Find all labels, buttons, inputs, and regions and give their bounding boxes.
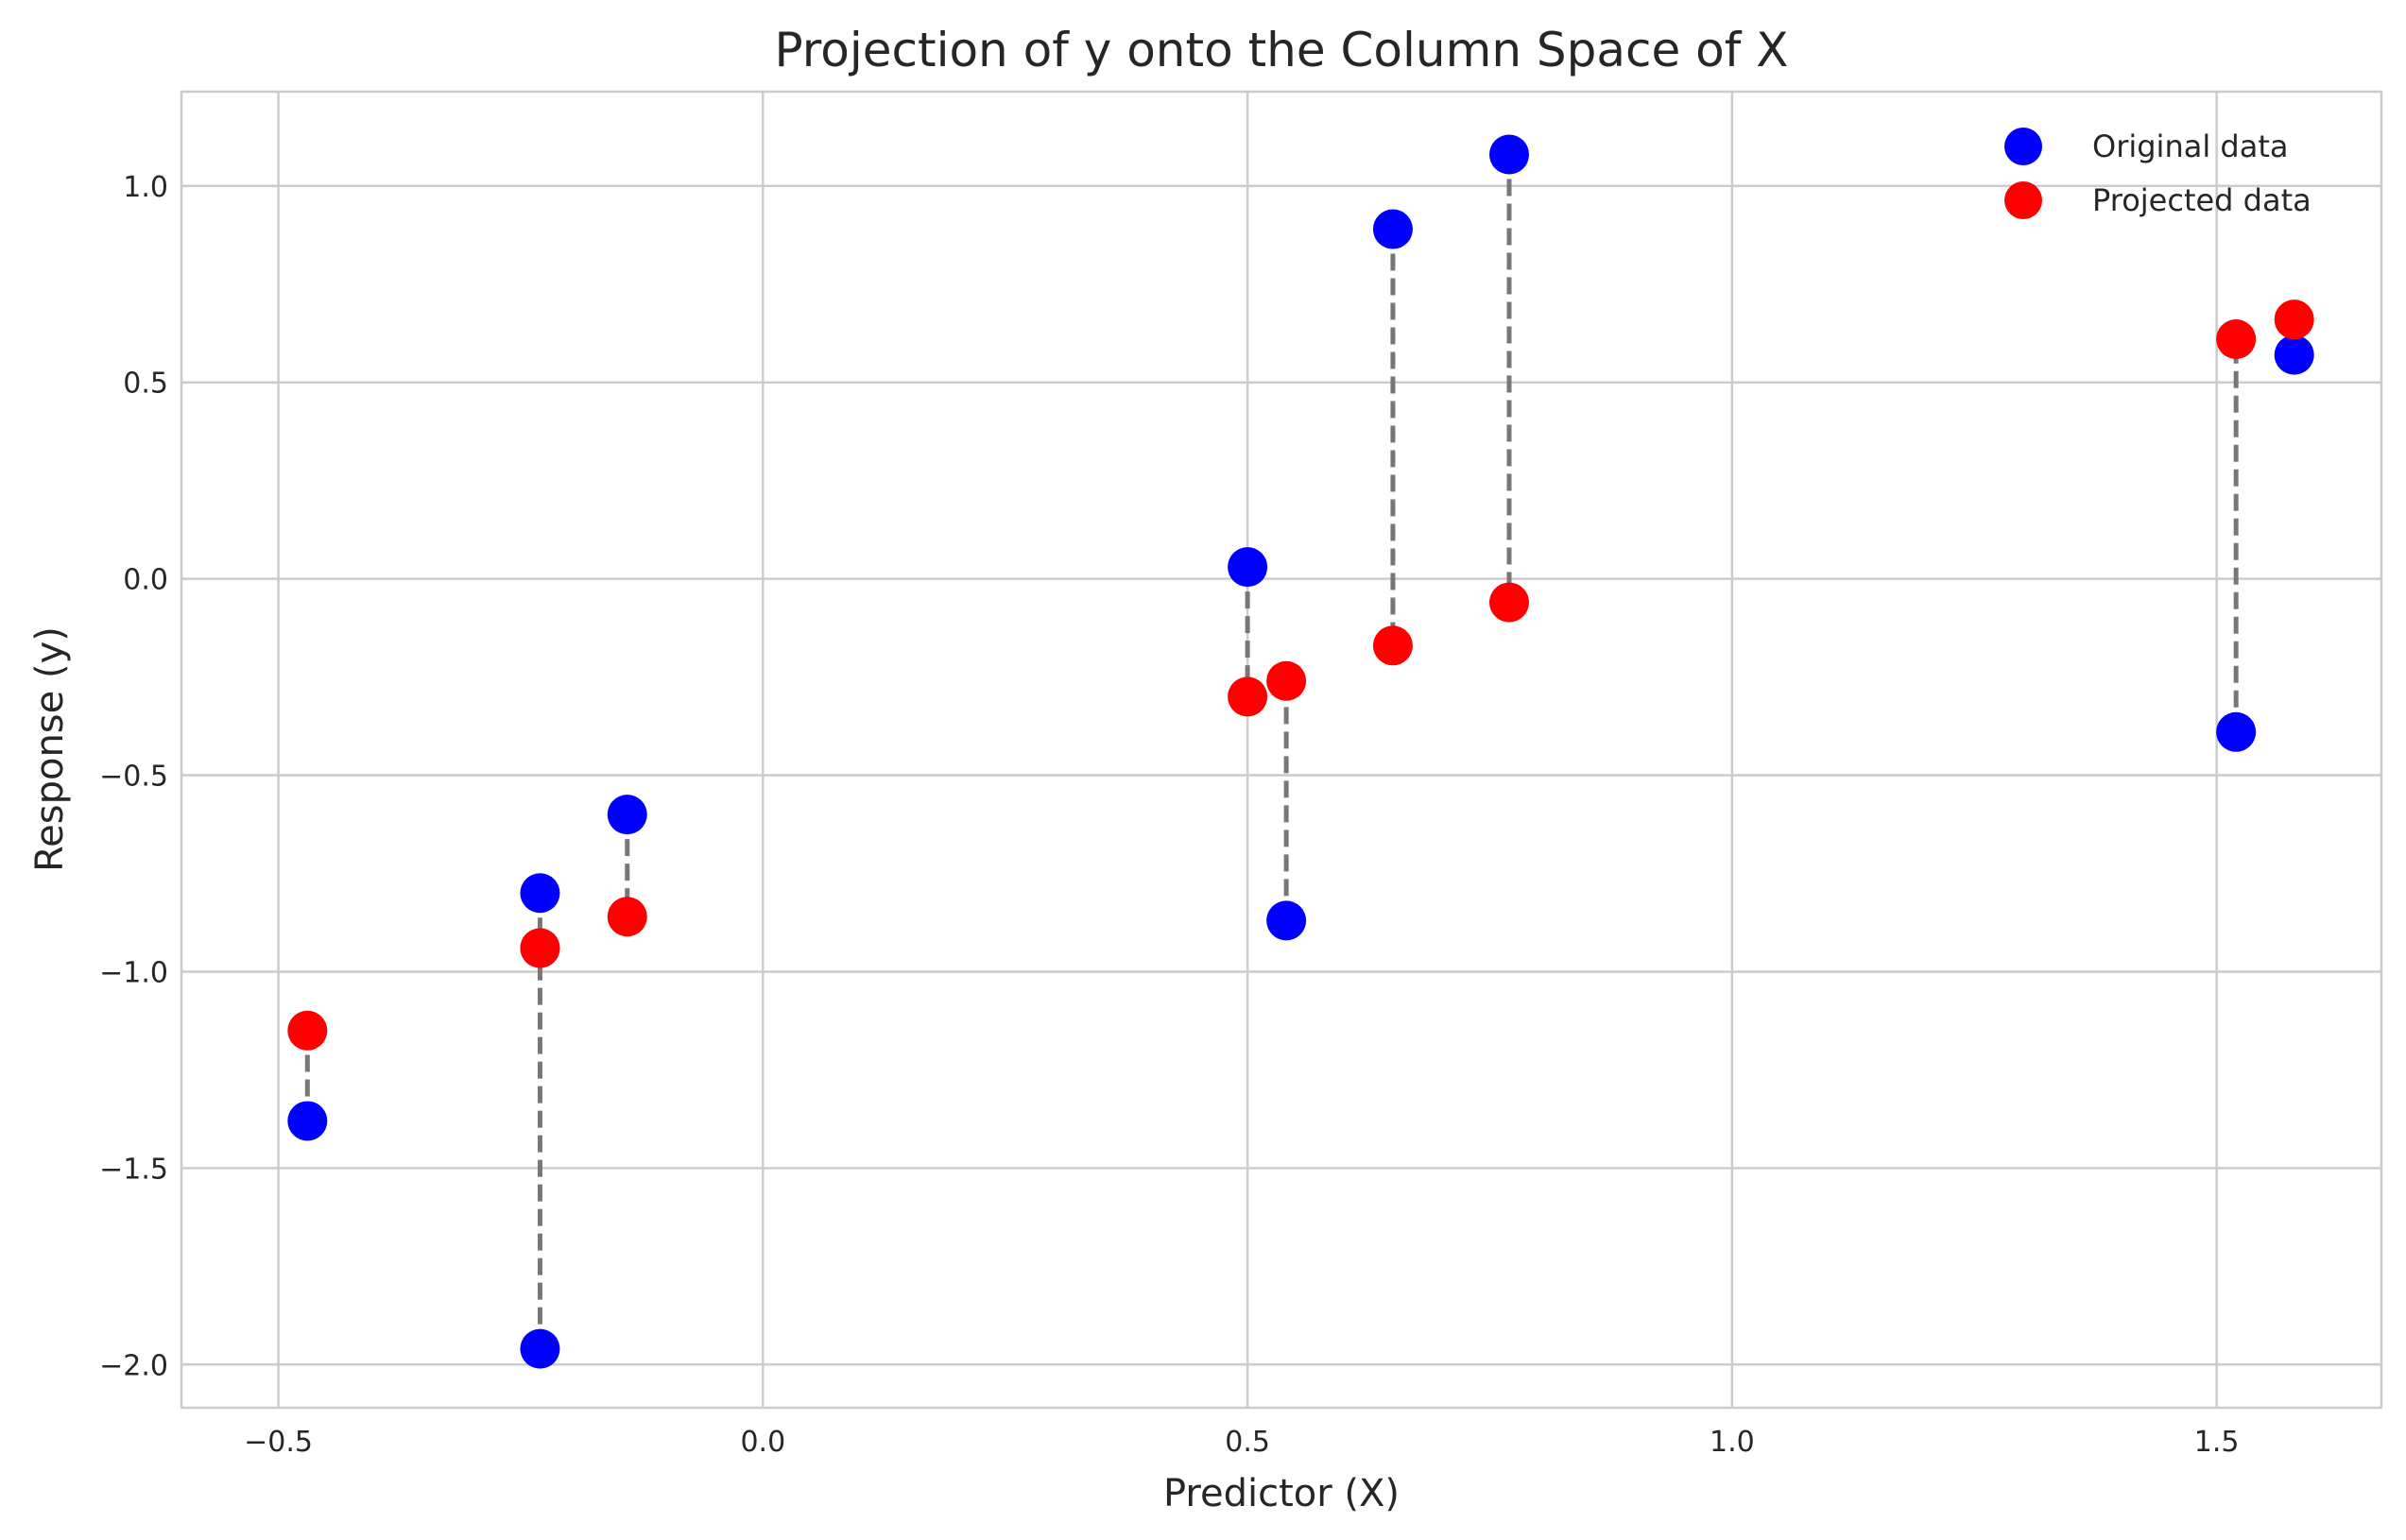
original-point: [520, 873, 560, 914]
legend-marker-projected: [2004, 181, 2042, 219]
x-tick-label: 0.0: [740, 1426, 785, 1459]
legend-marker-original: [2004, 128, 2042, 165]
chart-title: Projection of y onto the Column Space of…: [775, 23, 1789, 77]
original-point: [520, 1328, 560, 1369]
y-tick-label: −1.5: [99, 1153, 168, 1186]
plot-frame: [180, 90, 2383, 1410]
x-tick-label: 1.0: [1710, 1426, 1755, 1459]
projected-point: [2274, 299, 2314, 340]
data-points: [287, 134, 2314, 1369]
original-point: [1266, 900, 1307, 941]
x-tick-label: 0.5: [1225, 1426, 1270, 1459]
y-tick-labels: −2.0 −1.5 −1.0 −0.5 0.0 0.5 1.0: [99, 171, 168, 1382]
projected-point: [607, 897, 647, 937]
y-tick-label: 0.5: [123, 368, 168, 401]
y-axis-title: Response (y): [28, 626, 72, 872]
y-tick-label: 0.0: [123, 564, 168, 597]
original-point: [607, 795, 647, 835]
projected-point: [1489, 582, 1530, 623]
projected-point: [520, 928, 560, 968]
projected-point: [1228, 676, 1268, 717]
original-point: [1372, 209, 1413, 249]
projected-point: [287, 1010, 328, 1051]
y-tick-label: −1.0: [99, 956, 168, 989]
plot-background: [181, 92, 2381, 1408]
y-tick-label: −2.0: [99, 1349, 168, 1382]
original-point: [1489, 134, 1530, 175]
original-point: [1228, 547, 1268, 588]
projected-point: [1372, 625, 1413, 666]
legend-label-original: Original data: [2092, 128, 2288, 164]
original-point: [2274, 334, 2314, 375]
projected-point: [1266, 660, 1307, 701]
x-axis-title: Predictor (X): [1163, 1472, 1400, 1515]
y-tick-label: 1.0: [123, 171, 168, 204]
x-tick-label: 1.5: [2194, 1426, 2240, 1459]
projected-point: [2216, 318, 2257, 359]
y-tick-label: −0.5: [99, 761, 168, 794]
original-point: [2216, 711, 2257, 752]
x-tick-label: −0.5: [244, 1426, 313, 1459]
legend-label-projected: Projected data: [2092, 182, 2311, 218]
original-point: [287, 1101, 328, 1141]
x-tick-labels: −0.5 0.0 0.5 1.0 1.5: [244, 1426, 2239, 1459]
legend: Original data Projected data: [2004, 128, 2311, 219]
